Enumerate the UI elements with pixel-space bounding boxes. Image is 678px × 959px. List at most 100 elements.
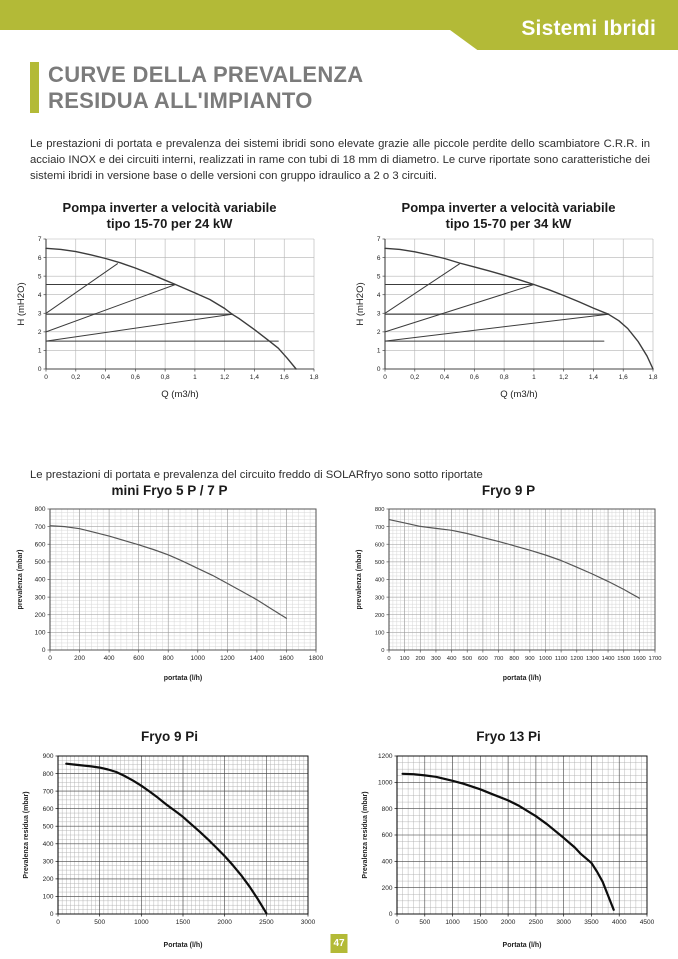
svg-text:900: 900 [524, 656, 534, 662]
svg-text:200: 200 [374, 613, 384, 619]
svg-text:1,2: 1,2 [220, 374, 229, 381]
svg-text:prevalenza (mbar): prevalenza (mbar) [356, 550, 363, 610]
svg-text:800: 800 [381, 806, 392, 813]
svg-text:100: 100 [374, 631, 384, 637]
svg-text:0,8: 0,8 [499, 374, 508, 381]
svg-text:200: 200 [34, 612, 45, 619]
svg-text:1500: 1500 [617, 656, 630, 662]
svg-text:500: 500 [374, 561, 384, 567]
svg-text:1,4: 1,4 [588, 374, 597, 381]
svg-text:2500: 2500 [528, 919, 543, 926]
svg-text:3: 3 [37, 310, 41, 317]
svg-text:1,6: 1,6 [279, 374, 288, 381]
svg-text:0: 0 [48, 655, 52, 662]
svg-text:5: 5 [37, 273, 41, 280]
svg-text:4: 4 [376, 292, 380, 299]
chart-title-mini-fryo: mini Fryo 5 P / 7 P [111, 483, 228, 498]
svg-text:400: 400 [381, 859, 392, 866]
intro-paragraph: Le prestazioni di portata e prevalenza d… [30, 138, 650, 182]
svg-text:0,6: 0,6 [469, 374, 478, 381]
page-title: CURVE DELLA PREVALENZA RESIDUA ALL'IMPIA… [48, 62, 363, 113]
svg-text:1000: 1000 [134, 919, 149, 926]
svg-text:0: 0 [395, 919, 399, 926]
svg-text:1600: 1600 [632, 656, 645, 662]
svg-text:1000: 1000 [539, 656, 552, 662]
svg-text:300: 300 [42, 859, 53, 866]
svg-text:1,6: 1,6 [618, 374, 627, 381]
svg-text:1000: 1000 [378, 780, 393, 787]
svg-text:1,4: 1,4 [249, 374, 258, 381]
svg-text:0: 0 [376, 366, 380, 373]
svg-text:4500: 4500 [639, 919, 654, 926]
svg-text:1: 1 [193, 374, 197, 381]
svg-text:0: 0 [56, 919, 60, 926]
svg-text:200: 200 [415, 656, 425, 662]
svg-text:0: 0 [381, 649, 384, 655]
svg-text:3000: 3000 [300, 919, 315, 926]
svg-text:700: 700 [374, 525, 384, 531]
chart-title-fryo-13pi: Fryo 13 Pi [476, 729, 541, 744]
svg-text:500: 500 [42, 824, 53, 831]
svg-text:2000: 2000 [500, 919, 515, 926]
svg-text:500: 500 [419, 919, 430, 926]
svg-text:600: 600 [133, 655, 144, 662]
svg-text:700: 700 [34, 524, 45, 531]
chart-title-fryo-9p: Fryo 9 P [481, 483, 536, 498]
svg-text:500: 500 [94, 919, 105, 926]
page-title-line1: CURVE DELLA PREVALENZA [48, 62, 364, 87]
svg-text:5: 5 [376, 273, 380, 280]
svg-text:0: 0 [388, 912, 392, 919]
chart-mini-fryo: mini Fryo 5 P / 7 P 0 200 400 600 800 1000 120… [0, 483, 339, 683]
chart-fryo-13pi: Fryo 13 Pi 0 500 1000 1500 2000 2500 3000 3500 4… [339, 729, 678, 950]
chart-pump-24kw: Pompa inverter a velocità variabile tipo… [0, 200, 339, 400]
svg-text:500: 500 [34, 560, 45, 567]
svg-text:100: 100 [399, 656, 409, 662]
svg-text:0: 0 [383, 374, 387, 381]
chart-fryo-9pi: Fryo 9 Pi 0 500 1000 1500 2000 2500 3000 0 100 20… [0, 729, 339, 950]
svg-text:0,8: 0,8 [160, 374, 169, 381]
svg-text:Prevalenza residua (mbar): Prevalenza residua (mbar) [23, 792, 30, 879]
svg-text:800: 800 [42, 771, 53, 778]
chart-canvas-pump-24kw: 0 0,2 0,4 0,6 0,8 1 1,2 1,4 1,6 1,8 0 1 2 3 4 5 6 7 Q (m3/… [16, 234, 324, 400]
svg-text:1,8: 1,8 [648, 374, 657, 381]
chart-title-fryo-9pi: Fryo 9 Pi [140, 729, 199, 744]
svg-text:600: 600 [374, 543, 384, 549]
chart-fryo-9p: Fryo 9 P 0 100 200 300 400 500 600 700 800 900 100… [339, 483, 678, 683]
title-accent-bar [30, 62, 39, 114]
fryo-pi-charts-row: Fryo 9 Pi 0 500 1000 1500 2000 2500 3000 0 100 20… [0, 729, 678, 950]
svg-text:0: 0 [387, 656, 390, 662]
svg-text:600: 600 [42, 806, 53, 813]
svg-text:2000: 2000 [217, 919, 232, 926]
chart-pump-34kw: Pompa inverter a velocità variabile tipo… [339, 200, 678, 400]
svg-text:1300: 1300 [585, 656, 598, 662]
svg-text:800: 800 [162, 655, 173, 662]
svg-text:0,2: 0,2 [71, 374, 80, 381]
svg-text:400: 400 [446, 656, 456, 662]
svg-text:2500: 2500 [259, 919, 274, 926]
svg-text:0: 0 [37, 366, 41, 373]
svg-text:0,2: 0,2 [410, 374, 419, 381]
svg-text:6: 6 [376, 254, 380, 261]
svg-text:300: 300 [374, 596, 384, 602]
svg-text:800: 800 [374, 508, 384, 514]
svg-text:H (mH2O): H (mH2O) [355, 282, 366, 325]
mid-note: Le prestazioni di portata e prevalenza d… [30, 469, 483, 482]
svg-text:1500: 1500 [473, 919, 488, 926]
svg-text:1,8: 1,8 [309, 374, 318, 381]
svg-text:0,6: 0,6 [130, 374, 139, 381]
svg-text:1: 1 [37, 347, 41, 354]
svg-text:1200: 1200 [570, 656, 583, 662]
svg-text:7: 7 [376, 236, 380, 243]
svg-text:prevalenza (mbar): prevalenza (mbar) [17, 550, 24, 610]
svg-text:0: 0 [44, 374, 48, 381]
svg-text:600: 600 [381, 833, 392, 840]
svg-text:2: 2 [376, 329, 380, 336]
svg-text:4: 4 [37, 292, 41, 299]
svg-text:1: 1 [376, 347, 380, 354]
svg-text:1400: 1400 [601, 656, 614, 662]
svg-text:Q (m3/h): Q (m3/h) [500, 389, 537, 400]
svg-text:400: 400 [42, 841, 53, 848]
svg-text:1700: 1700 [648, 656, 661, 662]
svg-text:100: 100 [34, 630, 45, 637]
